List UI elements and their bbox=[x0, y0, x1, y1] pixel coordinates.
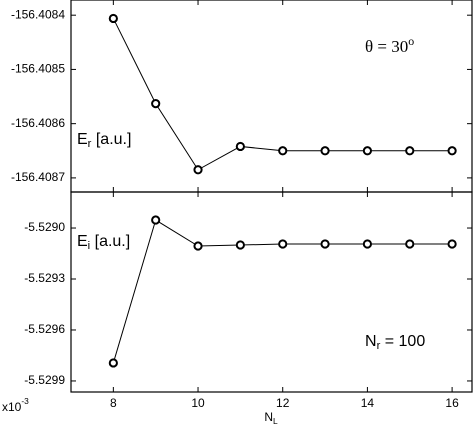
x-label: NL bbox=[264, 410, 278, 425]
annotation-sup: o bbox=[408, 34, 414, 48]
y-label-rest: [a.u.] bbox=[90, 233, 130, 250]
y-label-sub: i bbox=[88, 240, 91, 252]
marker bbox=[108, 13, 118, 24]
y-tick-label: -156.4087 bbox=[11, 170, 65, 184]
y-label-rest: [a.u.] bbox=[91, 131, 131, 148]
x-tick-label: 12 bbox=[276, 396, 290, 410]
offset-label-main: x10 bbox=[2, 400, 22, 414]
offset-label: x10-3 bbox=[2, 396, 29, 414]
y-tick-label: -5.5296 bbox=[24, 322, 65, 336]
y-label-main: E bbox=[77, 233, 88, 250]
marker bbox=[151, 98, 161, 109]
offset-label-sup: -3 bbox=[21, 396, 29, 406]
marker bbox=[320, 146, 330, 156]
marker bbox=[447, 146, 457, 156]
y-label-sub: r bbox=[88, 138, 92, 150]
annotation-main: N bbox=[365, 333, 377, 350]
annotation-sub: r bbox=[377, 340, 381, 352]
annotation-rest: = 100 bbox=[380, 333, 425, 350]
annotation: θ = 30o bbox=[365, 34, 414, 56]
y-tick-label: -156.4085 bbox=[11, 62, 65, 76]
y-label: Er [a.u.] bbox=[77, 131, 131, 150]
y-tick-label: -5.5299 bbox=[24, 373, 65, 387]
y-tick-label: -156.4084 bbox=[11, 7, 65, 21]
marker bbox=[320, 239, 330, 249]
x-label-sub: L bbox=[273, 416, 278, 425]
y-label-main: E bbox=[77, 131, 88, 148]
x-tick-label: 10 bbox=[191, 396, 205, 410]
marker bbox=[278, 239, 288, 249]
y-tick-label: -156.4086 bbox=[11, 116, 65, 130]
x-tick-label: 8 bbox=[110, 396, 117, 410]
plot-frame bbox=[70, 191, 473, 393]
marker bbox=[193, 241, 203, 251]
marker bbox=[405, 239, 415, 249]
marker bbox=[108, 358, 118, 368]
x-tick-label: 14 bbox=[361, 396, 375, 410]
plot-frame bbox=[70, 0, 473, 193]
marker bbox=[193, 165, 203, 175]
marker bbox=[447, 239, 457, 249]
marker bbox=[235, 141, 245, 152]
x-tick-label: 16 bbox=[445, 396, 459, 410]
y-label: Ei [a.u.] bbox=[77, 233, 130, 252]
y-tick-label: -5.5290 bbox=[24, 220, 65, 234]
marker bbox=[405, 146, 415, 156]
marker bbox=[362, 239, 373, 249]
marker bbox=[278, 146, 288, 156]
marker bbox=[151, 215, 161, 225]
annotation: Nr = 100 bbox=[365, 333, 425, 352]
marker bbox=[235, 240, 245, 250]
y-tick-label: -5.5293 bbox=[24, 271, 65, 285]
x-label-main: N bbox=[264, 410, 273, 424]
annotation-main: θ = 30 bbox=[365, 37, 408, 56]
marker bbox=[362, 146, 373, 156]
